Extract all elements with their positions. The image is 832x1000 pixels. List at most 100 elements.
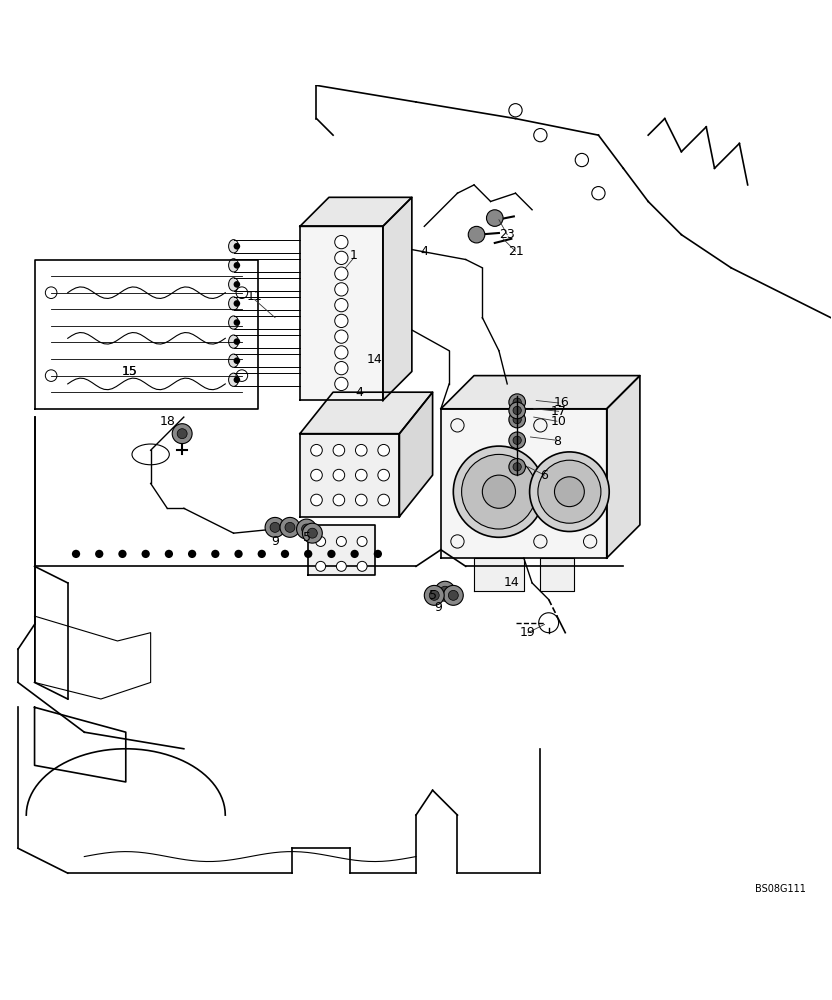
Circle shape xyxy=(301,524,311,534)
Circle shape xyxy=(513,406,522,415)
Circle shape xyxy=(448,590,458,600)
Circle shape xyxy=(334,362,348,375)
Circle shape xyxy=(333,444,344,456)
Circle shape xyxy=(509,432,526,449)
Text: 1: 1 xyxy=(350,249,358,262)
Circle shape xyxy=(307,528,317,538)
Text: 19: 19 xyxy=(520,626,536,639)
Circle shape xyxy=(554,477,584,507)
Circle shape xyxy=(234,338,240,345)
Circle shape xyxy=(509,411,526,428)
Circle shape xyxy=(334,298,348,312)
Circle shape xyxy=(378,444,389,456)
Circle shape xyxy=(509,459,526,475)
Circle shape xyxy=(281,550,290,558)
Polygon shape xyxy=(300,226,383,400)
Circle shape xyxy=(468,226,485,243)
Polygon shape xyxy=(300,434,399,517)
Circle shape xyxy=(357,561,367,571)
Text: 11: 11 xyxy=(246,290,262,303)
Circle shape xyxy=(118,550,126,558)
Circle shape xyxy=(334,330,348,343)
Circle shape xyxy=(429,590,439,600)
Polygon shape xyxy=(383,197,412,400)
Text: 10: 10 xyxy=(551,415,567,428)
Text: 21: 21 xyxy=(508,245,523,258)
Circle shape xyxy=(443,585,463,605)
Circle shape xyxy=(310,494,322,506)
Circle shape xyxy=(538,460,601,523)
Circle shape xyxy=(165,550,173,558)
Circle shape xyxy=(234,376,240,383)
Text: 18: 18 xyxy=(159,415,176,428)
Circle shape xyxy=(334,251,348,265)
Circle shape xyxy=(270,522,280,532)
Ellipse shape xyxy=(229,259,239,272)
Ellipse shape xyxy=(229,335,239,348)
Circle shape xyxy=(378,469,389,481)
Circle shape xyxy=(310,469,322,481)
Circle shape xyxy=(310,444,322,456)
Polygon shape xyxy=(540,558,573,591)
Ellipse shape xyxy=(229,240,239,253)
Circle shape xyxy=(234,281,240,288)
Circle shape xyxy=(350,550,359,558)
Polygon shape xyxy=(300,392,433,434)
Circle shape xyxy=(530,452,609,532)
Ellipse shape xyxy=(229,278,239,291)
Circle shape xyxy=(513,398,522,406)
Polygon shape xyxy=(308,525,374,575)
Text: 15: 15 xyxy=(122,365,138,378)
Polygon shape xyxy=(300,197,412,226)
Circle shape xyxy=(234,262,240,269)
Circle shape xyxy=(95,550,103,558)
Text: BS08G111: BS08G111 xyxy=(755,884,805,894)
Circle shape xyxy=(280,517,300,537)
Text: 4: 4 xyxy=(420,245,428,258)
Circle shape xyxy=(334,314,348,328)
Circle shape xyxy=(462,454,537,529)
Text: 23: 23 xyxy=(499,228,515,241)
Text: 5: 5 xyxy=(428,589,437,602)
Circle shape xyxy=(355,444,367,456)
Circle shape xyxy=(234,357,240,364)
Circle shape xyxy=(513,463,522,471)
Text: 15: 15 xyxy=(122,365,138,378)
Circle shape xyxy=(334,346,348,359)
Circle shape xyxy=(188,550,196,558)
Circle shape xyxy=(435,581,455,601)
Text: 17: 17 xyxy=(551,405,567,418)
Circle shape xyxy=(513,436,522,444)
Circle shape xyxy=(234,319,240,326)
Circle shape xyxy=(357,536,367,546)
Circle shape xyxy=(336,536,346,546)
Circle shape xyxy=(258,550,266,558)
Circle shape xyxy=(487,210,503,226)
Circle shape xyxy=(296,519,316,539)
Text: 14: 14 xyxy=(367,353,383,366)
Ellipse shape xyxy=(229,373,239,386)
Text: 5: 5 xyxy=(303,531,310,544)
Circle shape xyxy=(302,523,322,543)
Circle shape xyxy=(327,550,335,558)
Polygon shape xyxy=(607,376,640,558)
Text: 14: 14 xyxy=(503,576,519,589)
Circle shape xyxy=(211,550,220,558)
Circle shape xyxy=(315,536,325,546)
Circle shape xyxy=(440,586,450,596)
Circle shape xyxy=(424,585,444,605)
Text: 6: 6 xyxy=(541,469,548,482)
Circle shape xyxy=(355,469,367,481)
Circle shape xyxy=(304,550,312,558)
Polygon shape xyxy=(399,392,433,517)
Circle shape xyxy=(374,550,382,558)
Text: 8: 8 xyxy=(553,435,561,448)
Circle shape xyxy=(513,415,522,424)
Circle shape xyxy=(72,550,80,558)
Polygon shape xyxy=(474,558,524,591)
Circle shape xyxy=(334,283,348,296)
Ellipse shape xyxy=(229,297,239,310)
Circle shape xyxy=(234,300,240,307)
Circle shape xyxy=(336,561,346,571)
Text: 9: 9 xyxy=(271,535,279,548)
